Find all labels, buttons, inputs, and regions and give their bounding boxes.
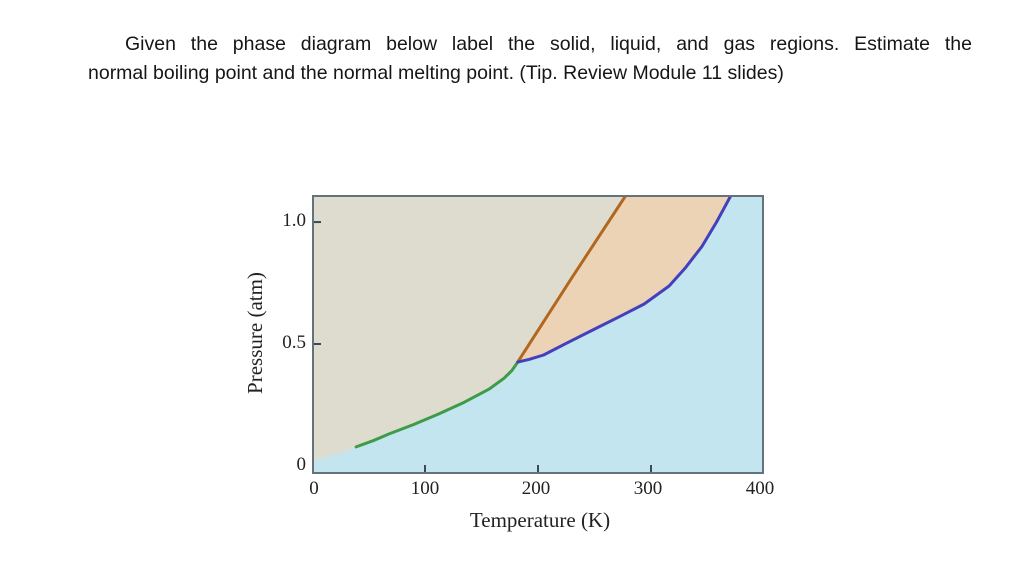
x-tick-label-100: 100 — [410, 478, 440, 499]
phase-diagram-svg — [312, 195, 764, 474]
liquid-region — [517, 195, 732, 363]
y-tick-label-1.0: 1.0 — [282, 210, 306, 231]
x-tick-label-0: 0 — [309, 478, 319, 499]
gas-region — [312, 195, 764, 474]
question-line-1: Given the phase diagram below label the … — [125, 33, 972, 55]
origin-fade — [312, 442, 359, 462]
x-tick-label-400: 400 — [745, 478, 775, 499]
x-tick-label-300: 300 — [633, 478, 663, 499]
phase-regions — [312, 195, 764, 474]
question-text: Given the phase diagram below label the … — [88, 30, 972, 88]
axis-ticks — [313, 221, 652, 473]
phase-curves — [354, 195, 733, 449]
fusion-curve — [516, 195, 628, 364]
x-axis-label: Temperature (K) — [469, 507, 611, 532]
sublimation-curve — [354, 360, 520, 449]
question-line-2: normal boiling point and the normal melt… — [88, 62, 784, 84]
plot-border — [312, 195, 764, 474]
vaporization-curve — [516, 195, 733, 364]
x-tick-label-200: 200 — [521, 478, 551, 499]
solid-region — [312, 195, 627, 458]
y-axis-label: Pressure (atm) — [242, 272, 267, 394]
y-tick-label-0: 0 — [296, 454, 307, 475]
y-tick-label-0.5: 0.5 — [282, 332, 306, 353]
